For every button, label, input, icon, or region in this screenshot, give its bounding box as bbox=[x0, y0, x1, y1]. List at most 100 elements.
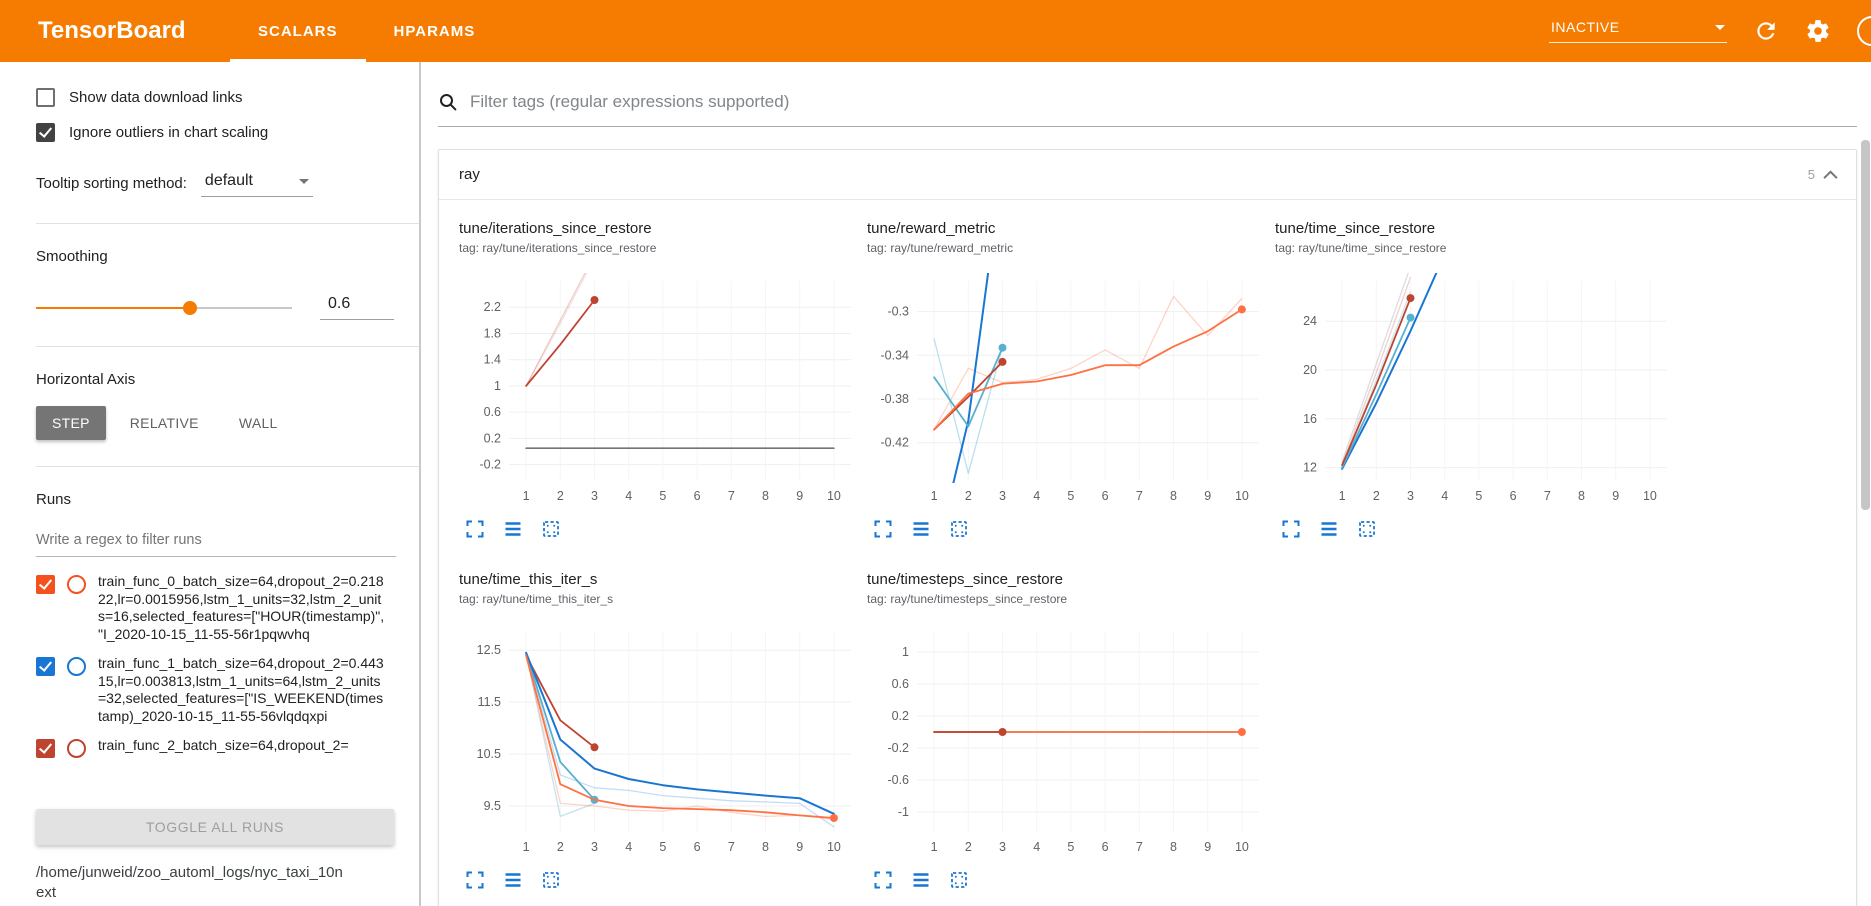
svg-text:1: 1 bbox=[1339, 489, 1346, 503]
svg-text:24: 24 bbox=[1303, 314, 1317, 328]
svg-text:2: 2 bbox=[965, 840, 972, 854]
log-directory-path: /home/junweid/zoo_automl_logs/nyc_taxi_1… bbox=[36, 864, 343, 901]
show-download-links-checkbox[interactable] bbox=[36, 88, 55, 107]
svg-text:-0.38: -0.38 bbox=[881, 392, 910, 406]
svg-text:0.2: 0.2 bbox=[892, 709, 909, 723]
expand-chart-icon[interactable] bbox=[1281, 519, 1303, 541]
svg-text:4: 4 bbox=[625, 489, 632, 503]
tab-hparams[interactable]: HPARAMS bbox=[393, 22, 476, 40]
toggle-all-runs-button[interactable]: TOGGLE ALL RUNS bbox=[36, 809, 394, 845]
fit-domain-icon[interactable] bbox=[1357, 519, 1379, 541]
app-title: TensorBoard bbox=[38, 17, 186, 44]
axis-wall-button[interactable]: WALL bbox=[223, 406, 294, 440]
run-checkbox[interactable] bbox=[36, 657, 55, 676]
svg-text:3: 3 bbox=[999, 489, 1006, 503]
svg-text:1: 1 bbox=[523, 489, 530, 503]
run-selector-icon[interactable] bbox=[911, 519, 933, 541]
chevron-up-icon[interactable] bbox=[1823, 169, 1838, 180]
ignore-outliers-checkbox[interactable] bbox=[36, 123, 55, 142]
run-item[interactable]: train_func_1_batch_size=64,dropout_2=0.4… bbox=[36, 655, 419, 725]
tooltip-sorting-value: default bbox=[204, 172, 253, 189]
run-checkbox[interactable] bbox=[36, 739, 55, 758]
svg-text:9: 9 bbox=[1204, 489, 1211, 503]
svg-text:4: 4 bbox=[1033, 840, 1040, 854]
chart-title: tune/time_this_iter_s bbox=[459, 571, 598, 588]
svg-text:3: 3 bbox=[1407, 489, 1414, 503]
run-radio[interactable] bbox=[67, 575, 86, 594]
slider-fill bbox=[36, 306, 190, 309]
svg-text:10: 10 bbox=[827, 840, 841, 854]
runs-filter-input[interactable] bbox=[36, 528, 396, 557]
axis-relative-button[interactable]: RELATIVE bbox=[114, 406, 215, 440]
svg-text:2: 2 bbox=[557, 840, 564, 854]
run-radio[interactable] bbox=[67, 657, 86, 676]
fit-domain-icon[interactable] bbox=[541, 870, 563, 892]
axis-step-button[interactable]: STEP bbox=[36, 406, 106, 440]
chart-title: tune/reward_metric bbox=[867, 220, 996, 237]
run-item[interactable]: train_func_2_batch_size=64,dropout_2= bbox=[36, 737, 419, 758]
show-download-links-row[interactable]: Show data download links bbox=[36, 88, 419, 107]
svg-text:2: 2 bbox=[557, 489, 564, 503]
fit-domain-icon[interactable] bbox=[541, 519, 563, 541]
run-selector-icon[interactable] bbox=[503, 519, 525, 541]
slider-thumb[interactable] bbox=[182, 300, 197, 315]
svg-text:0.6: 0.6 bbox=[484, 405, 501, 419]
svg-text:3: 3 bbox=[591, 489, 598, 503]
search-icon bbox=[440, 94, 457, 111]
svg-text:1: 1 bbox=[494, 379, 501, 393]
chart-card: tune/iterations_since_restore tag: ray/tu… bbox=[459, 220, 867, 541]
help-icon[interactable] bbox=[1857, 16, 1871, 46]
smoothing-slider[interactable] bbox=[36, 300, 292, 316]
svg-text:2.2: 2.2 bbox=[484, 300, 501, 314]
svg-text:10: 10 bbox=[1643, 489, 1657, 503]
divider bbox=[36, 466, 419, 467]
settings-button[interactable] bbox=[1805, 18, 1831, 44]
chart-tag: tag: ray/tune/time_this_iter_s bbox=[459, 592, 614, 606]
svg-text:2: 2 bbox=[1373, 489, 1380, 503]
svg-text:10: 10 bbox=[1235, 489, 1249, 503]
fit-domain-icon[interactable] bbox=[949, 870, 971, 892]
tag-filter-input[interactable] bbox=[470, 92, 1857, 112]
divider bbox=[36, 346, 419, 347]
header: TensorBoard SCALARS HPARAMS INACTIVE bbox=[0, 0, 1871, 62]
svg-text:0.6: 0.6 bbox=[892, 677, 909, 691]
chart-plot[interactable]: -0.42 -0.38 -0.34 -0.3 1 2 3 4 5 6 7 8 9 10 bbox=[867, 269, 1267, 513]
chart-plot[interactable]: -1 -0.6 -0.2 0.2 0.6 1 1 2 3 4 5 6 7 8 9 10 bbox=[867, 620, 1267, 864]
svg-text:-0.6: -0.6 bbox=[887, 773, 909, 787]
expand-chart-icon[interactable] bbox=[465, 870, 487, 892]
tooltip-sorting-select[interactable]: default bbox=[200, 170, 313, 197]
svg-text:1.4: 1.4 bbox=[484, 353, 501, 367]
run-selector-icon[interactable] bbox=[503, 870, 525, 892]
refresh-button[interactable] bbox=[1753, 18, 1779, 44]
svg-text:1: 1 bbox=[523, 840, 530, 854]
status-dropdown[interactable]: INACTIVE bbox=[1549, 19, 1727, 43]
run-radio[interactable] bbox=[67, 739, 86, 758]
expand-chart-icon[interactable] bbox=[873, 519, 895, 541]
checkbox-label: Show data download links bbox=[69, 89, 243, 106]
fit-domain-icon[interactable] bbox=[949, 519, 971, 541]
chart-plot[interactable]: -0.2 0.2 0.6 1 1.4 1.8 2.2 1 2 3 4 5 6 7 8 9 10 bbox=[459, 269, 859, 513]
section-chart-count: 5 bbox=[1807, 167, 1815, 182]
smoothing-value[interactable]: 0.6 bbox=[320, 295, 394, 320]
svg-text:-0.34: -0.34 bbox=[881, 348, 910, 362]
run-selector-icon[interactable] bbox=[911, 870, 933, 892]
ray-section-header[interactable]: ray 5 bbox=[439, 150, 1856, 200]
ignore-outliers-row[interactable]: Ignore outliers in chart scaling bbox=[36, 123, 419, 142]
slider-track bbox=[36, 306, 292, 309]
chart-tag: tag: ray/tune/reward_metric bbox=[867, 241, 1014, 255]
scrollbar-thumb[interactable] bbox=[1861, 140, 1870, 510]
run-checkbox[interactable] bbox=[36, 575, 55, 594]
chart-plot[interactable]: 9.5 10.5 11.5 12.5 1 2 3 4 5 6 7 8 9 10 bbox=[459, 620, 859, 864]
svg-text:2: 2 bbox=[965, 489, 972, 503]
header-actions: INACTIVE bbox=[1549, 0, 1871, 62]
run-selector-icon[interactable] bbox=[1319, 519, 1341, 541]
expand-chart-icon[interactable] bbox=[465, 519, 487, 541]
svg-text:-0.2: -0.2 bbox=[479, 458, 501, 472]
svg-text:5: 5 bbox=[1067, 840, 1074, 854]
expand-chart-icon[interactable] bbox=[873, 870, 895, 892]
svg-text:6: 6 bbox=[694, 489, 701, 503]
run-item[interactable]: train_func_0_batch_size=64,dropout_2=0.2… bbox=[36, 573, 419, 643]
runs-label: Runs bbox=[36, 491, 72, 508]
tab-scalars[interactable]: SCALARS bbox=[230, 0, 366, 62]
